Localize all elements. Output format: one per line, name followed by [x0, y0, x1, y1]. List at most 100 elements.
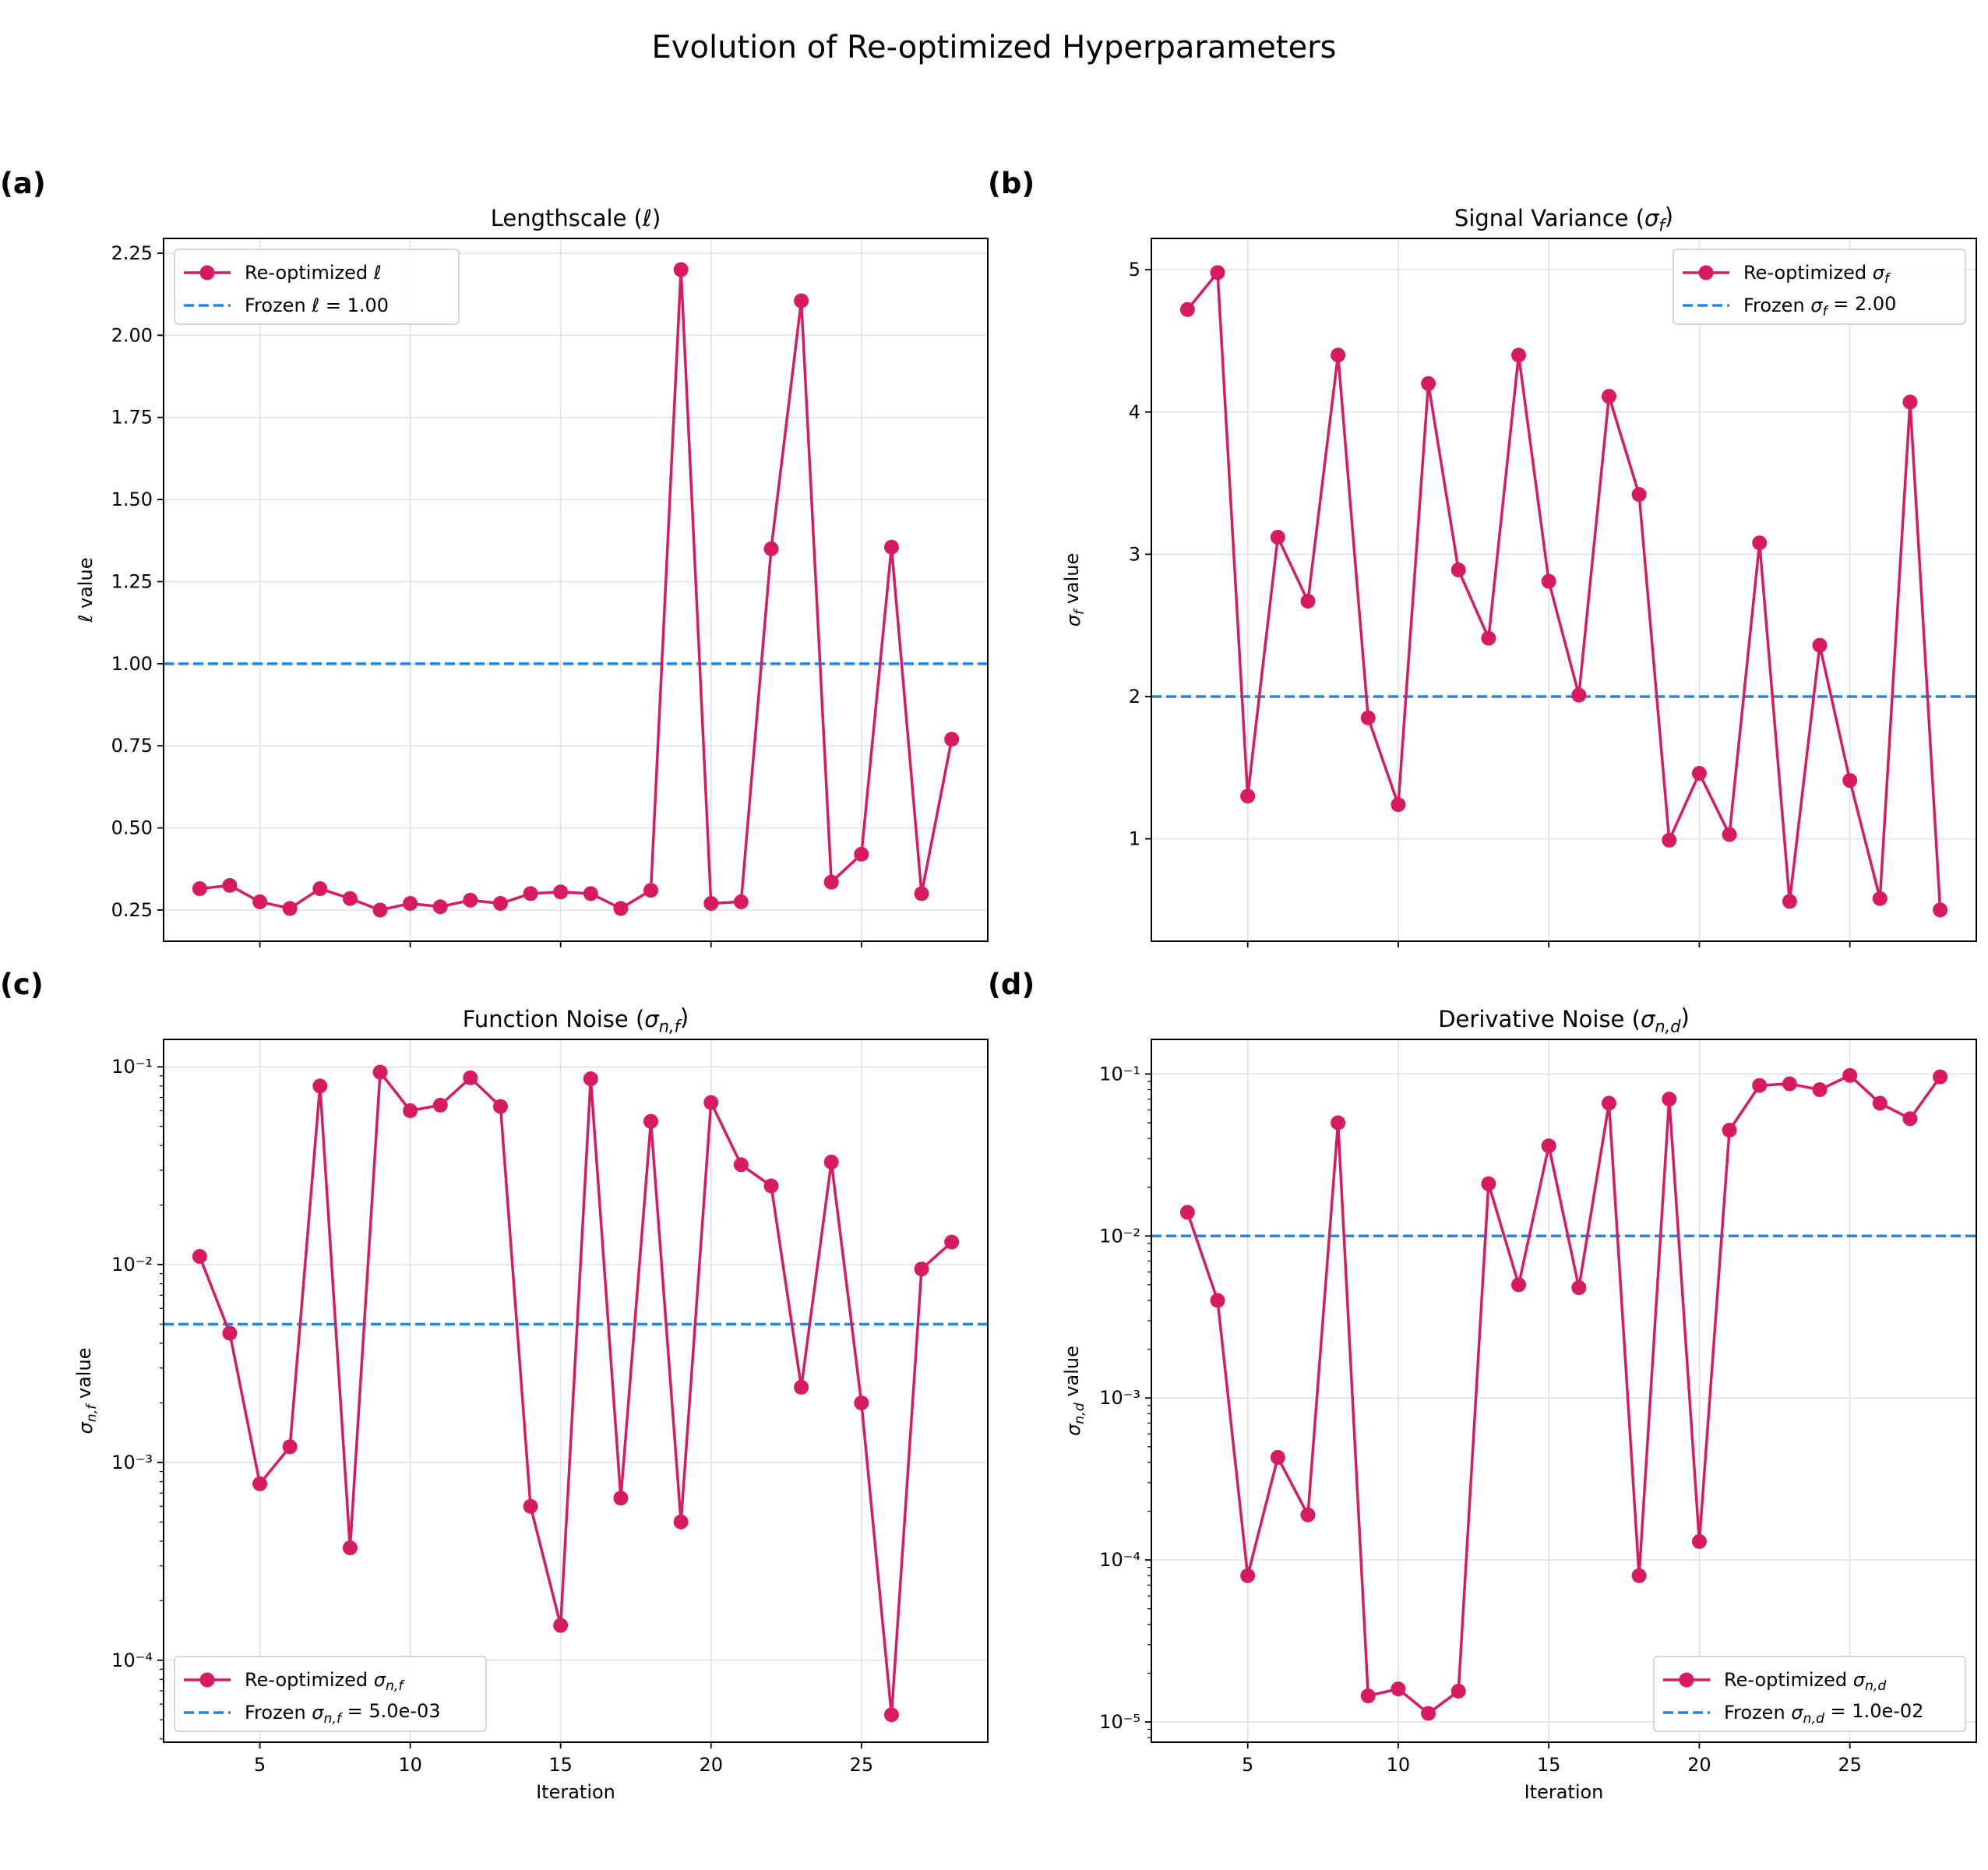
- legend-series-label: Re-optimized ℓ: [245, 262, 382, 284]
- x-tick-label: 20: [1687, 1754, 1711, 1776]
- axes-frame: [163, 238, 989, 942]
- data-point: [944, 732, 960, 747]
- data-point: [192, 881, 207, 897]
- legend-series-label: Re-optimized σn,f​: [245, 1669, 405, 1694]
- data-point: [1691, 1533, 1707, 1549]
- data-point: [432, 1097, 448, 1113]
- y-tick-label: 10⁻¹: [111, 1056, 153, 1078]
- data-point: [403, 896, 418, 912]
- data-point: [403, 1103, 418, 1119]
- legend-box: [174, 1656, 487, 1732]
- data-point: [1240, 1568, 1256, 1583]
- legend-series-marker: [199, 1672, 215, 1688]
- panel-label: (d): [988, 968, 1035, 1001]
- data-point: [794, 293, 809, 309]
- data-point: [914, 1261, 929, 1277]
- data-point: [1450, 1683, 1466, 1699]
- legend-series-label: Re-optimized σf​: [1743, 262, 1891, 287]
- axes-frame: [163, 1039, 989, 1743]
- series-line: [199, 268, 953, 912]
- data-point: [523, 1498, 538, 1514]
- data-point: [1722, 1122, 1737, 1138]
- y-tick-label: 10⁻²: [1099, 1225, 1140, 1247]
- legend: Re-optimized ℓ Frozen ℓ = 1.00: [174, 249, 460, 325]
- data-point: [1270, 1449, 1285, 1465]
- panel-c: 5 10 15 20 25 10⁻⁴ 10⁻³ 10⁻² 10⁻¹ Iteration σn,f​ …: [0, 968, 989, 1803]
- data-point: [1902, 394, 1918, 410]
- y-tick-label: 1.75: [111, 407, 153, 429]
- data-point: [643, 883, 659, 898]
- panel-title: Signal Variance (σf​): [1454, 203, 1673, 235]
- data-point: [1662, 1092, 1677, 1107]
- data-point: [1752, 535, 1768, 551]
- y-tick-label: 3: [1129, 543, 1140, 565]
- panel-title: Lengthscale (ℓ): [491, 205, 661, 231]
- y-tick-label: 10⁻⁵: [1099, 1711, 1140, 1733]
- data-point: [342, 891, 358, 906]
- data-point: [854, 846, 869, 862]
- data-point: [1571, 687, 1587, 703]
- data-point: [312, 881, 328, 897]
- x-tick-label: 15: [548, 1754, 573, 1776]
- legend: Re-optimized σf​ Frozen σf​ = 2.00: [1673, 249, 1966, 325]
- data-point: [1360, 710, 1376, 725]
- y-tick-label: 10⁻¹: [1099, 1063, 1140, 1085]
- data-point: [432, 899, 448, 915]
- data-point: [282, 1439, 298, 1455]
- data-point: [1933, 902, 1948, 918]
- data-point: [553, 1618, 569, 1633]
- panel-label: (c): [0, 968, 44, 1001]
- data-point: [252, 1476, 268, 1491]
- data-point: [1601, 389, 1616, 404]
- data-point: [1902, 1111, 1918, 1127]
- axes-frame: [1151, 1039, 1977, 1743]
- data-point: [1481, 630, 1496, 646]
- x-axis-label: Iteration: [1524, 1781, 1604, 1803]
- y-tick-label: 0.25: [111, 899, 153, 921]
- data-point: [1691, 766, 1707, 782]
- data-point: [1842, 1067, 1858, 1083]
- data-point: [1391, 797, 1406, 813]
- data-point: [1842, 773, 1858, 789]
- y-axis-label: σn,f​ value: [73, 1348, 100, 1434]
- data-point: [1450, 562, 1466, 577]
- data-point: [883, 539, 899, 555]
- data-point: [1360, 1688, 1376, 1703]
- data-point: [372, 902, 388, 918]
- data-point: [883, 1707, 899, 1723]
- data-point: [643, 1113, 659, 1129]
- data-point: [282, 901, 298, 916]
- y-axis-label: σn,d​ value: [1061, 1346, 1087, 1436]
- legend-frozen-label: Frozen σn,d​ = 1.0e-02: [1724, 1700, 1923, 1727]
- y-tick-label: 2.00: [111, 324, 153, 346]
- data-point: [794, 1379, 809, 1395]
- x-tick-label: 5: [254, 1754, 266, 1776]
- data-point: [914, 886, 929, 901]
- y-tick-label: 0.75: [111, 735, 153, 757]
- data-point: [733, 894, 749, 909]
- data-point: [1872, 891, 1888, 906]
- panel-label: (b): [988, 167, 1035, 200]
- data-point: [583, 886, 598, 901]
- y-tick-label: 10⁻²: [111, 1254, 153, 1275]
- data-point: [1541, 573, 1556, 589]
- data-point: [1662, 832, 1677, 848]
- x-tick-label: 15: [1537, 1754, 1561, 1776]
- y-tick-label: 5: [1129, 259, 1140, 280]
- data-point: [222, 1325, 238, 1341]
- data-point: [1210, 1293, 1225, 1308]
- data-point: [1300, 594, 1316, 609]
- data-point: [763, 1178, 779, 1194]
- legend-frozen-label: Frozen σf​ = 2.00: [1743, 293, 1896, 319]
- y-tick-label: 1.00: [111, 653, 153, 675]
- data-point: [463, 892, 478, 908]
- legend-box: [1653, 1656, 1966, 1732]
- data-point: [1300, 1507, 1316, 1522]
- data-point: [463, 1070, 478, 1085]
- legend-frozen-label: Frozen σn,f​ = 5.0e-03: [245, 1700, 441, 1727]
- data-point: [372, 1064, 388, 1080]
- x-tick-label: 20: [699, 1754, 723, 1776]
- data-point: [823, 1154, 839, 1170]
- data-point: [1571, 1280, 1587, 1296]
